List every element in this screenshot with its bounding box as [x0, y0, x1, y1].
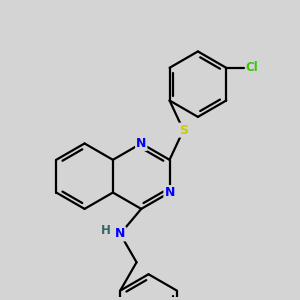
Text: H: H: [100, 224, 110, 237]
Text: N: N: [136, 137, 146, 150]
Text: N: N: [115, 227, 125, 241]
Text: S: S: [179, 124, 188, 137]
Text: Cl: Cl: [246, 61, 259, 74]
Text: N: N: [164, 186, 175, 199]
